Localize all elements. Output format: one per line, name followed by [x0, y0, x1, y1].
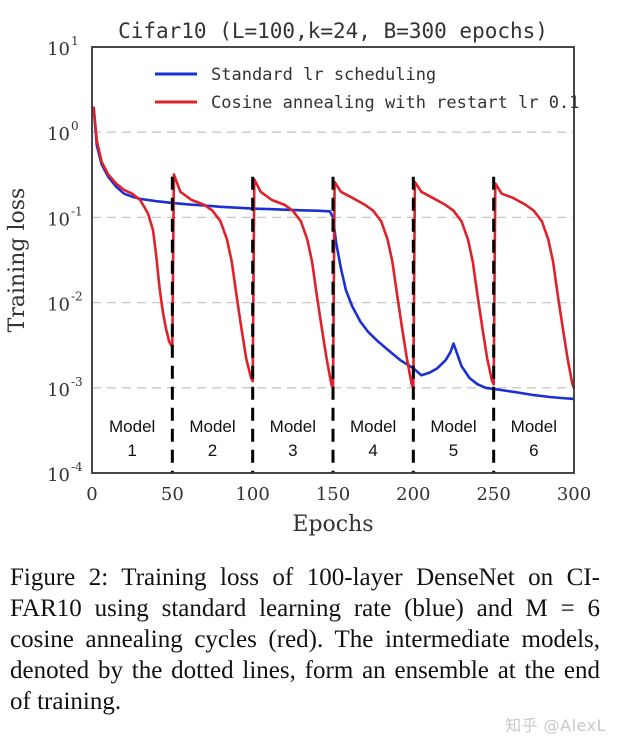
model-number: 1	[127, 441, 136, 460]
x-tick-label: 0	[86, 484, 97, 505]
model-label: Model	[109, 417, 155, 436]
figure-caption: Figure 2: Training loss of 100-layer Den…	[10, 562, 600, 717]
model-number: 3	[288, 441, 297, 460]
model-number: 2	[208, 441, 217, 460]
y-tick-exponent: 0	[71, 119, 79, 133]
series-line-2	[92, 106, 576, 390]
y-axis-label: Training loss	[5, 188, 30, 333]
plot-frame	[91, 46, 575, 474]
series-line-1	[92, 106, 575, 401]
x-tick-label: 100	[235, 484, 269, 505]
caption-text: Training loss of 100-layer DenseNet on C…	[10, 564, 600, 715]
chart-title: Cifar10 (L=100,k=24, B=300 epochs)	[118, 19, 548, 43]
y-tick-exponent: -4	[71, 460, 83, 474]
caption-lead: Figure 2:	[10, 564, 109, 591]
x-axis-label: Epochs	[292, 512, 373, 537]
y-tick-exponent: -1	[71, 204, 83, 218]
x-tick-label: 50	[161, 484, 184, 505]
watermark: 知乎 @AlexL	[505, 716, 606, 735]
y-tick-label: 10	[47, 465, 70, 486]
model-number: 5	[449, 441, 458, 460]
model-label: Model	[189, 417, 235, 436]
y-tick-exponent: 1	[71, 34, 79, 48]
legend-label: Cosine annealing with restart lr 0.1	[211, 93, 579, 113]
model-label: Model	[270, 417, 316, 436]
model-label: Model	[511, 417, 557, 436]
x-tick-label: 200	[396, 484, 430, 505]
y-tick-label: 10	[47, 39, 70, 60]
y-tick-exponent: -3	[71, 375, 83, 389]
x-tick-label: 150	[316, 484, 350, 505]
y-tick-label: 10	[47, 380, 70, 401]
y-tick-label: 10	[47, 124, 70, 145]
y-tick-label: 10	[47, 209, 70, 230]
legend-label: Standard lr scheduling	[211, 65, 436, 85]
y-tick-label: 10	[47, 295, 70, 316]
x-tick-label: 250	[476, 484, 510, 505]
training-loss-chart: Cifar10 (L=100,k=24, B=300 epochs) Standa…	[5, 19, 591, 537]
model-number: 6	[529, 441, 538, 460]
model-label: Model	[430, 417, 476, 436]
model-label: Model	[350, 417, 396, 436]
x-tick-label: 300	[557, 484, 591, 505]
y-tick-exponent: -2	[71, 290, 83, 304]
model-number: 4	[368, 441, 377, 460]
